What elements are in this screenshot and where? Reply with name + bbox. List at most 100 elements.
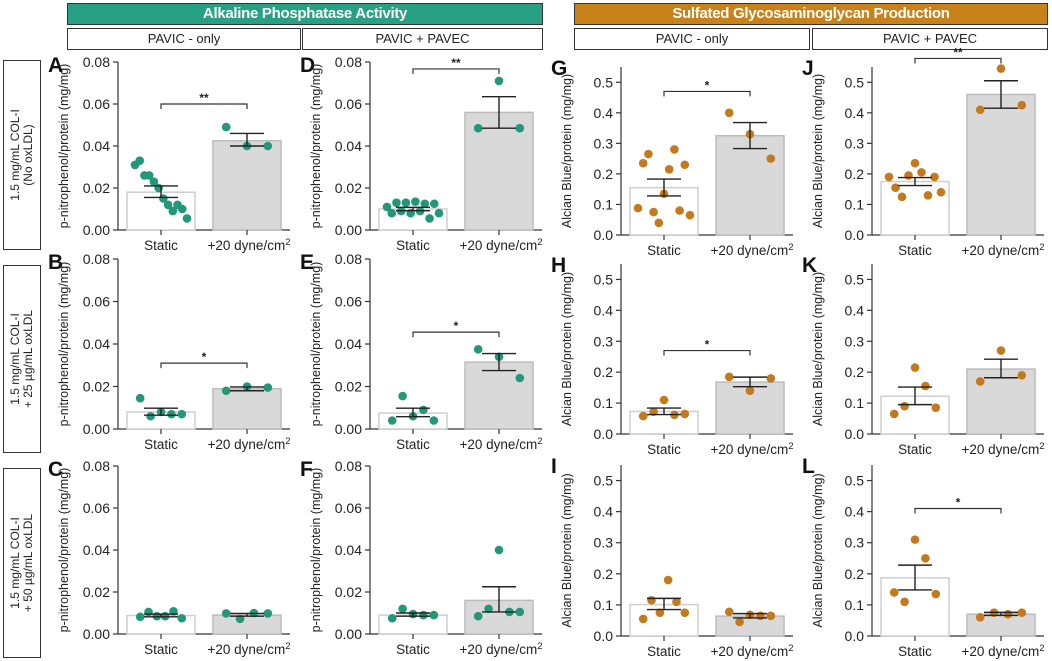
y-axis-label: p-nitrophenol/protein (mg/mg) [57, 262, 71, 427]
data-point [429, 610, 439, 620]
panel-letter: L [802, 455, 815, 478]
data-point [724, 108, 734, 118]
data-point [387, 208, 397, 218]
y-tick-label: 0.1 [594, 196, 614, 212]
x-tick-label: +20 dyne/cm2 [962, 441, 1045, 457]
x-tick-label: +20 dyne/cm2 [208, 436, 291, 452]
data-point [766, 154, 776, 163]
data-point [724, 372, 734, 382]
y-tick-label: 0.02 [335, 180, 362, 196]
y-tick-label: 0.4 [594, 302, 614, 318]
x-tick-label: +20 dyne/cm2 [711, 242, 794, 258]
significance-label: ** [953, 45, 963, 59]
data-point [515, 373, 525, 383]
y-tick-label: 0.00 [83, 421, 110, 437]
data-point [659, 395, 669, 405]
y-tick-label: 0.02 [83, 379, 110, 395]
data-point [392, 198, 401, 207]
y-tick-label: 0.1 [845, 395, 865, 411]
data-point [904, 171, 913, 180]
y-tick-label: 0.04 [83, 336, 110, 352]
data-point [163, 200, 173, 210]
data-point [891, 183, 900, 192]
y-tick-label: 0.4 [594, 105, 614, 121]
data-point [263, 609, 273, 618]
data-point [745, 386, 755, 396]
data-point [473, 611, 483, 621]
data-point [144, 171, 154, 180]
data-point [177, 204, 187, 214]
data-point [135, 156, 145, 165]
panel-letter: C [48, 458, 63, 481]
x-tick-label: Static [647, 243, 681, 258]
y-tick-label: 0.2 [594, 166, 614, 182]
data-point [135, 612, 145, 622]
data-point [638, 614, 648, 624]
x-tick-label: +20 dyne/cm2 [962, 643, 1045, 659]
significance-label: * [705, 338, 710, 352]
x-tick-label: Static [144, 238, 178, 253]
data-point [675, 206, 684, 215]
data-point [494, 545, 504, 555]
data-point [387, 416, 397, 425]
data-point [398, 391, 407, 401]
data-point [425, 214, 434, 223]
panel-letter: B [48, 251, 63, 274]
subheader-alp-pavic-only: PAVIC - only [67, 28, 301, 50]
y-tick-label: 0.06 [83, 294, 110, 310]
data-point [917, 168, 926, 177]
alp-header: Alkaline Phosphatase Activity [67, 3, 543, 25]
row-label-no-oxldl: 1.5 mg/mL COL-I (No oxLDL) [3, 60, 41, 250]
y-tick-label: 0.5 [594, 74, 614, 90]
y-tick-label: 0.06 [83, 96, 110, 112]
data-point [633, 203, 643, 213]
x-tick-label: +20 dyne/cm2 [460, 641, 543, 657]
y-tick-label: 0.0 [594, 426, 614, 442]
y-tick-label: 0.08 [83, 251, 110, 267]
data-point [931, 403, 941, 413]
y-tick-label: 0.08 [335, 54, 362, 70]
significance-bracket [412, 331, 500, 338]
y-tick-label: 0.06 [83, 500, 110, 516]
y-tick-label: 0.1 [594, 395, 614, 411]
y-tick-label: 0.5 [594, 271, 614, 287]
data-point [221, 122, 231, 132]
row-label-25-oxldl: 1.5 mg/mL COL-I + 25 µg/mL oxLDL [3, 265, 41, 453]
significance-bracket [914, 57, 1002, 64]
data-point [515, 607, 525, 617]
y-tick-label: 0.3 [594, 535, 614, 551]
panel-f: Fp-nitrophenol/protein (mg/mg) 0.00 0.02 0.… [300, 458, 542, 657]
y-tick-label: 0.02 [83, 180, 110, 196]
panel-letter: J [802, 57, 814, 80]
x-tick-label: Static [898, 442, 932, 457]
y-tick-label: 0.00 [83, 222, 110, 238]
significance-label: * [454, 319, 459, 333]
panel-c: Cp-nitrophenol/protein (mg/mg) 0.00 0.02 0.… [48, 458, 290, 657]
panel-letter: D [300, 54, 315, 77]
y-tick-label: 0.3 [845, 135, 865, 151]
bar-shear [464, 361, 534, 430]
x-tick-label: +20 dyne/cm2 [711, 441, 794, 457]
y-tick-label: 0.3 [594, 135, 614, 151]
data-point [263, 141, 273, 151]
data-point [649, 207, 658, 217]
data-point [654, 218, 664, 228]
panel-b: Bp-nitrophenol/protein (mg/mg) 0.00 0.02 0.… [48, 251, 290, 452]
data-point [996, 64, 1006, 73]
x-tick-label: Static [898, 243, 932, 258]
y-tick-label: 0.4 [594, 504, 614, 520]
significance-label: * [956, 496, 961, 510]
data-point [411, 197, 420, 206]
y-tick-label: 0.0 [594, 227, 614, 243]
y-axis-label: p-nitrophenol/protein (mg/mg) [309, 262, 323, 427]
y-tick-label: 0.00 [83, 626, 110, 642]
data-point [923, 190, 933, 200]
y-axis-label: p-nitrophenol/protein (mg/mg) [57, 468, 71, 633]
gag-header: Sulfated Glycosaminoglycan Production [574, 3, 1048, 25]
significance-bracket [663, 349, 751, 356]
data-point [655, 608, 665, 617]
data-point [680, 409, 690, 419]
